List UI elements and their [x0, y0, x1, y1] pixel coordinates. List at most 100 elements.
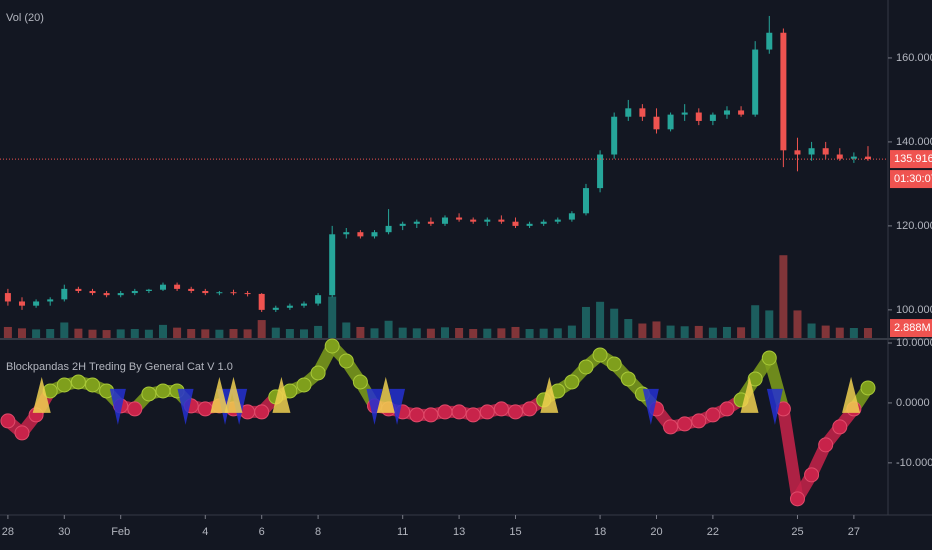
candle-body — [244, 293, 251, 295]
indicator-segment — [777, 402, 804, 505]
x-tick-label: 30 — [58, 526, 70, 538]
indicator-dot — [0, 413, 16, 429]
indicator-dot — [592, 347, 608, 363]
volume-bar — [60, 322, 69, 338]
volume-bar — [539, 328, 548, 338]
sell-signal — [366, 388, 383, 425]
candle-body — [371, 232, 378, 237]
candle-body — [188, 288, 195, 291]
candle-body — [554, 219, 561, 222]
volume-bar — [356, 326, 365, 338]
volume-bar — [553, 328, 562, 338]
volume-bar — [398, 327, 407, 338]
candle-body — [202, 290, 209, 294]
volume-bar — [342, 322, 351, 338]
x-tick-label: 27 — [848, 526, 860, 538]
volume-bar — [130, 329, 139, 338]
volume-bar — [469, 329, 478, 338]
volume-bar — [835, 327, 844, 338]
candle-body — [216, 292, 223, 294]
volume-bar — [201, 329, 210, 338]
buy-signal — [272, 376, 291, 413]
candle-body — [653, 116, 660, 130]
indicator-dot — [352, 374, 368, 390]
volume-bar — [652, 321, 661, 338]
y-tick-label: -10.0000 — [896, 457, 932, 469]
indicator-dot — [719, 401, 735, 417]
sell-signal — [642, 388, 659, 425]
candle-body — [413, 221, 420, 224]
candle-body — [681, 112, 688, 115]
candle-body — [230, 292, 237, 294]
sell-signal — [766, 388, 783, 425]
last-price-label: 135.916 — [894, 153, 932, 165]
indicator-dot — [338, 353, 354, 369]
candle-body — [272, 307, 279, 310]
indicator-dot — [804, 467, 820, 483]
x-tick-label: 15 — [509, 526, 521, 538]
buy-signal — [224, 376, 243, 413]
countdown-label: 01:30:07 — [894, 173, 932, 185]
x-tick-label: 22 — [707, 526, 719, 538]
candle-body — [131, 290, 138, 294]
candle-body — [470, 219, 477, 222]
indicator-dot — [832, 419, 848, 435]
volume-bar — [257, 320, 266, 338]
y-tick-label: 140.000 — [896, 136, 932, 148]
volume-bar — [144, 329, 153, 338]
candle-body — [738, 110, 745, 115]
volume-bar — [412, 328, 421, 338]
volume-bar — [624, 319, 633, 338]
candle-body — [836, 154, 843, 159]
indicator-dot — [789, 491, 805, 507]
volume-bar — [46, 329, 55, 338]
candle-body — [456, 217, 463, 220]
candle-body — [75, 288, 82, 291]
volume-bar — [610, 308, 619, 338]
volume-bar — [525, 329, 534, 338]
candle-body — [808, 148, 815, 155]
indicator-dot — [606, 356, 622, 372]
volume-bar — [158, 324, 167, 338]
volume-bar — [737, 327, 746, 338]
indicator-dot — [479, 404, 495, 420]
candle-body — [822, 148, 829, 155]
candle-body — [540, 221, 547, 224]
volume-bar — [497, 328, 506, 338]
volume-bar — [666, 325, 675, 338]
volume-bar — [426, 328, 435, 338]
candle-body — [343, 232, 350, 235]
indicator-dot — [324, 338, 340, 354]
sell-signal — [389, 388, 406, 425]
indicator-dot — [14, 425, 30, 441]
candle-body — [300, 303, 307, 306]
candle-body — [399, 223, 406, 226]
volume-bar — [17, 328, 26, 338]
volume-bar — [751, 305, 760, 338]
volume-title: Vol (20) — [6, 12, 44, 24]
candle-body — [103, 293, 110, 296]
candle-body — [145, 289, 152, 291]
volume-bar — [74, 328, 83, 338]
volume-bar — [483, 328, 492, 338]
volume-bar — [271, 327, 280, 338]
candle-body — [498, 219, 505, 222]
candle-body — [61, 288, 68, 300]
candle-body — [695, 112, 702, 121]
candle-body — [441, 217, 448, 224]
indicator-dot — [127, 401, 143, 417]
candle-body — [850, 156, 857, 159]
last-price-box — [890, 150, 932, 169]
volume-label: 2.888M — [894, 322, 931, 334]
sell-signal — [177, 388, 194, 425]
volume-bar — [187, 329, 196, 338]
volume-label-box — [890, 319, 932, 338]
buy-signal — [740, 376, 759, 413]
indicator-dot — [564, 374, 580, 390]
candle-body — [18, 301, 25, 306]
candle-body — [329, 234, 336, 296]
buy-signal — [376, 376, 395, 413]
volume-bar — [116, 329, 125, 338]
volume-bar — [793, 310, 802, 338]
indicator-dot — [747, 371, 763, 387]
